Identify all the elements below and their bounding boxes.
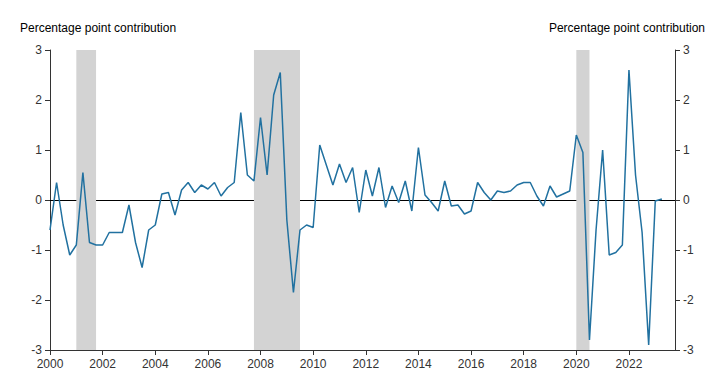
svg-text:Percentage point contribution: Percentage point contribution [20, 21, 176, 35]
svg-text:2000: 2000 [37, 357, 64, 371]
svg-text:-1: -1 [31, 243, 42, 257]
svg-text:2018: 2018 [510, 357, 537, 371]
svg-text:0: 0 [35, 193, 42, 207]
svg-text:2012: 2012 [352, 357, 379, 371]
svg-text:2014: 2014 [405, 357, 432, 371]
svg-text:Percentage point contribution: Percentage point contribution [549, 21, 705, 35]
svg-text:-2: -2 [31, 293, 42, 307]
svg-text:2006: 2006 [195, 357, 222, 371]
svg-text:2016: 2016 [458, 357, 485, 371]
svg-text:2: 2 [35, 93, 42, 107]
svg-text:-1: -1 [683, 243, 694, 257]
svg-text:-3: -3 [31, 343, 42, 357]
svg-text:2004: 2004 [142, 357, 169, 371]
svg-text:1: 1 [683, 143, 690, 157]
svg-text:2022: 2022 [616, 357, 643, 371]
svg-text:-3: -3 [683, 343, 694, 357]
svg-text:3: 3 [35, 43, 42, 57]
svg-text:2010: 2010 [300, 357, 327, 371]
svg-text:2008: 2008 [247, 357, 274, 371]
svg-text:3: 3 [683, 43, 690, 57]
svg-text:2: 2 [683, 93, 690, 107]
svg-text:0: 0 [683, 193, 690, 207]
svg-text:-2: -2 [683, 293, 694, 307]
svg-text:2002: 2002 [89, 357, 116, 371]
svg-text:2020: 2020 [563, 357, 590, 371]
svg-text:1: 1 [35, 143, 42, 157]
